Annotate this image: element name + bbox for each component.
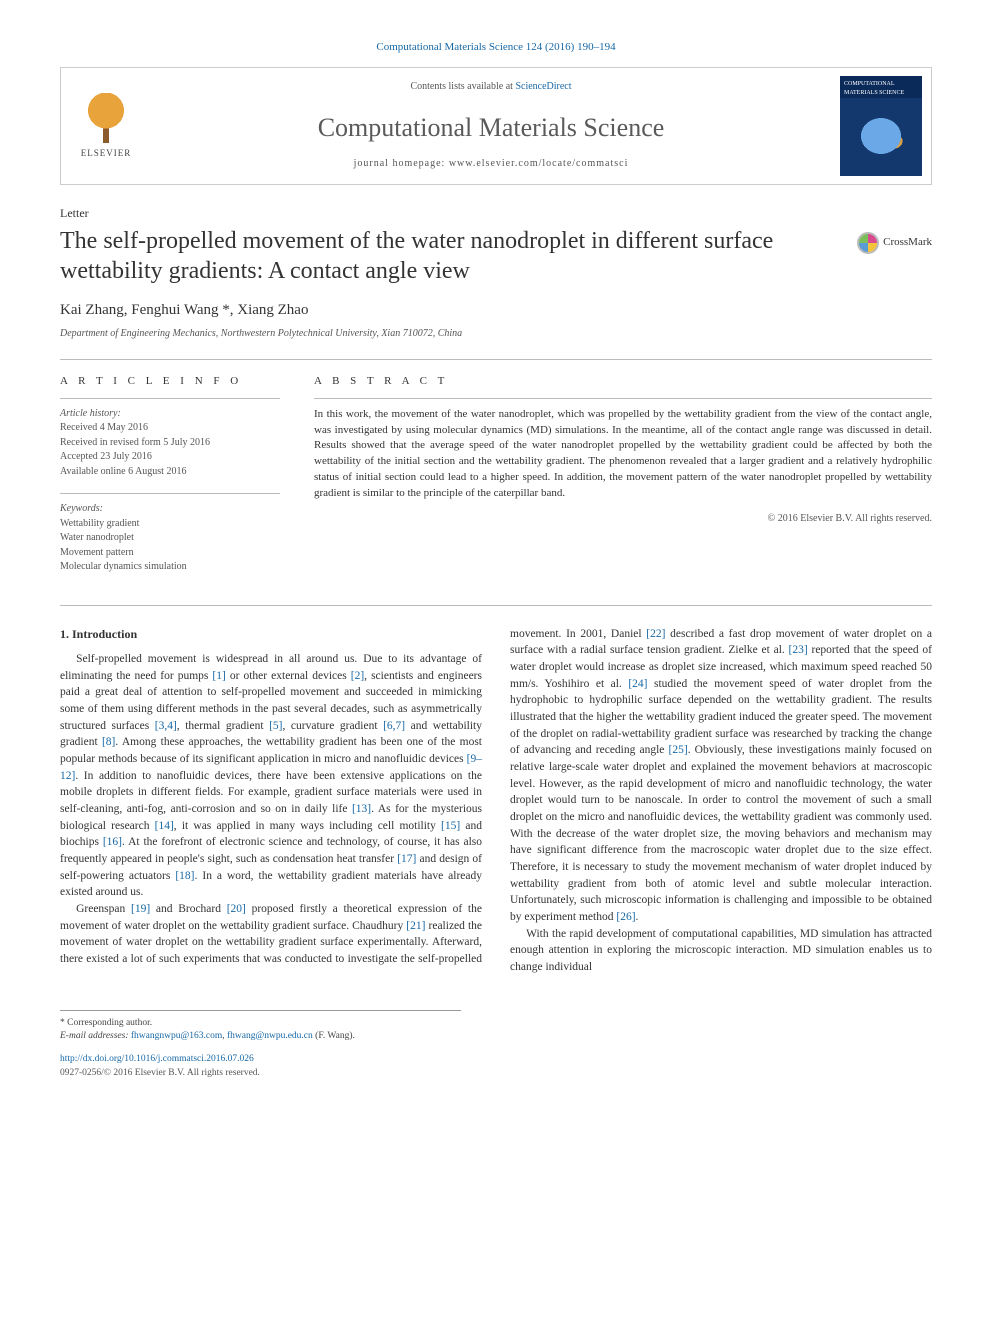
ref-link[interactable]: [1] (212, 670, 225, 682)
body-text: . (636, 911, 639, 923)
ref-link[interactable]: [18] (175, 870, 194, 882)
keyword: Water nanodroplet (60, 531, 280, 546)
ref-link[interactable]: [2] (351, 670, 364, 682)
body-text: , curvature gradient (283, 720, 384, 732)
ref-link[interactable]: [19] (131, 903, 150, 915)
body-text: . Obviously, these investigations mainly… (510, 744, 932, 923)
body-text: . Among these approaches, the wettabilit… (60, 736, 482, 765)
keywords-label: Keywords: (60, 502, 280, 517)
section-heading: 1. Introduction (60, 626, 482, 643)
body-text: or other external devices (226, 670, 351, 682)
ref-link[interactable]: [3,4] (155, 720, 177, 732)
abstract-copyright: © 2016 Elsevier B.V. All rights reserved… (314, 512, 932, 526)
ref-link[interactable]: [17] (397, 853, 416, 865)
corresponding-author: * Corresponding author. (60, 1017, 461, 1030)
history-line: Received 4 May 2016 (60, 421, 280, 436)
journal-header: ELSEVIER Contents lists available at Sci… (60, 67, 932, 185)
body-paragraph: With the rapid development of computatio… (510, 926, 932, 976)
keyword: Movement pattern (60, 546, 280, 561)
ref-link[interactable]: [16] (103, 836, 122, 848)
ref-link[interactable]: [25] (669, 744, 688, 756)
keyword: Wettability gradient (60, 517, 280, 532)
history-line: Received in revised form 5 July 2016 (60, 436, 280, 451)
cover-cell: COMPUTATIONAL MATERIALS SCIENCE (831, 68, 931, 184)
ref-link[interactable]: [26] (616, 911, 635, 923)
history-line: Accepted 23 July 2016 (60, 450, 280, 465)
body-text: , thermal gradient (177, 720, 269, 732)
abstract-rule (314, 398, 932, 399)
header-center: Contents lists available at ScienceDirec… (151, 68, 831, 184)
citation-line: Computational Materials Science 124 (201… (60, 40, 932, 55)
ref-link[interactable]: [14] (155, 820, 174, 832)
email-person: (F. Wang). (313, 1031, 355, 1041)
ref-link[interactable]: [21] (406, 920, 425, 932)
ref-link[interactable]: [15] (441, 820, 460, 832)
meta-row: A R T I C L E I N F O Article history: R… (60, 360, 932, 604)
info-rule (60, 493, 280, 494)
email-link[interactable]: fhwang@nwpu.edu.cn (227, 1031, 313, 1041)
journal-cover-thumb: COMPUTATIONAL MATERIALS SCIENCE (840, 76, 922, 176)
body-paragraph: Self-propelled movement is widespread in… (60, 651, 482, 901)
homepage-url[interactable]: www.elsevier.com/locate/commatsci (449, 158, 629, 169)
body-text: and Brochard (150, 903, 227, 915)
ref-link[interactable]: [22] (646, 628, 665, 640)
ref-link[interactable]: [23] (789, 644, 808, 656)
keyword: Molecular dynamics simulation (60, 560, 280, 575)
elsevier-logo: ELSEVIER (71, 86, 141, 166)
publisher-name: ELSEVIER (81, 147, 132, 160)
crossmark-icon (857, 232, 879, 254)
email-label: E-mail addresses: (60, 1031, 131, 1041)
ref-link[interactable]: [20] (227, 903, 246, 915)
article-info-heading: A R T I C L E I N F O (60, 374, 280, 389)
journal-name: Computational Materials Science (159, 110, 823, 146)
contents-available-line: Contents lists available at ScienceDirec… (159, 80, 823, 94)
footnote-block: * Corresponding author. E-mail addresses… (60, 1010, 461, 1044)
body-text: , it was applied in many ways including … (174, 820, 441, 832)
elsevier-tree-icon (81, 93, 131, 143)
history-label: Article history: (60, 407, 280, 422)
email-link[interactable]: fhwangnwpu@163.com (131, 1031, 222, 1041)
doi-link[interactable]: http://dx.doi.org/10.1016/j.commatsci.20… (60, 1053, 932, 1066)
homepage-line: journal homepage: www.elsevier.com/locat… (159, 157, 823, 171)
authors: Kai Zhang, Fenghui Wang *, Xiang Zhao (60, 300, 932, 321)
ref-link[interactable]: [13] (352, 803, 371, 815)
affiliation: Department of Engineering Mechanics, Nor… (60, 327, 932, 341)
contents-prefix: Contents lists available at (410, 81, 515, 92)
homepage-prefix: journal homepage: (354, 158, 449, 169)
paper-title: The self-propelled movement of the water… (60, 226, 841, 286)
rule-bottom (60, 605, 932, 606)
history-line: Available online 6 August 2016 (60, 465, 280, 480)
sciencedirect-link[interactable]: ScienceDirect (515, 81, 571, 92)
abstract-heading: A B S T R A C T (314, 374, 932, 389)
cover-title: COMPUTATIONAL MATERIALS SCIENCE (844, 80, 918, 97)
body-columns: 1. Introduction Self-propelled movement … (60, 626, 932, 976)
info-rule (60, 398, 280, 399)
article-type: Letter (60, 205, 932, 222)
publisher-logo-cell: ELSEVIER (61, 68, 151, 184)
ref-link[interactable]: [8] (102, 736, 115, 748)
crossmark-badge[interactable]: CrossMark (857, 232, 932, 254)
ref-link[interactable]: [6,7] (383, 720, 405, 732)
abstract-text: In this work, the movement of the water … (314, 407, 932, 503)
abstract-block: A B S T R A C T In this work, the moveme… (314, 374, 932, 588)
email-line: E-mail addresses: fhwangnwpu@163.com, fh… (60, 1030, 461, 1043)
ref-link[interactable]: [24] (628, 678, 647, 690)
footer-copyright: 0927-0256/© 2016 Elsevier B.V. All right… (60, 1067, 932, 1080)
article-info-block: A R T I C L E I N F O Article history: R… (60, 374, 280, 588)
ref-link[interactable]: [5] (269, 720, 282, 732)
body-text: Greenspan (76, 903, 131, 915)
crossmark-label: CrossMark (883, 235, 932, 250)
